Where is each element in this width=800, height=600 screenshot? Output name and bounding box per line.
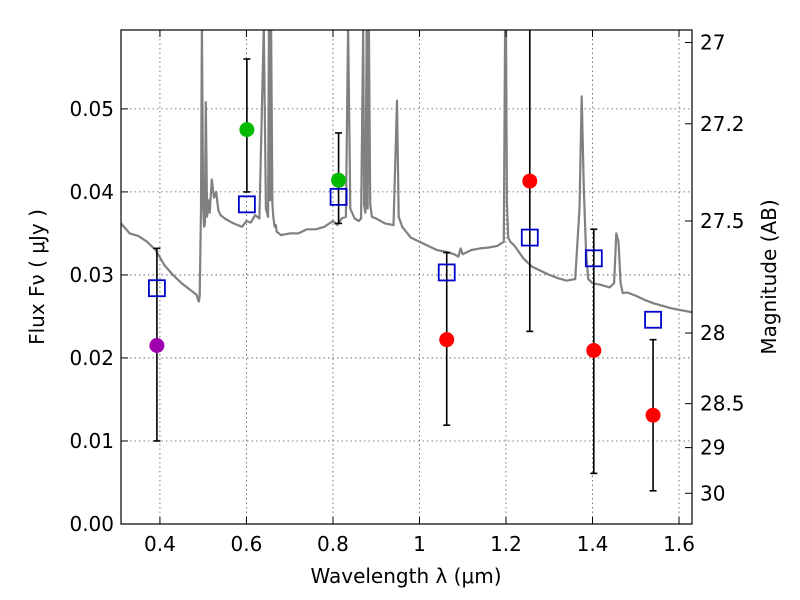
y2-tick-label: 30 bbox=[700, 481, 725, 505]
model-band-point bbox=[644, 310, 662, 329]
plot-frame bbox=[120, 29, 693, 525]
y2-axis-label: Magnitude (AB) bbox=[757, 199, 781, 354]
y-tick-label: 0.05 bbox=[69, 97, 114, 121]
x-tick-label: 1.2 bbox=[490, 532, 522, 556]
observed-point bbox=[149, 337, 165, 353]
x-tick-label: 1.6 bbox=[663, 532, 695, 556]
y-axis-label: Flux Fν ( μJy ) bbox=[25, 209, 49, 345]
y-tick-label: 0.00 bbox=[69, 512, 114, 536]
model-band-point bbox=[148, 279, 166, 298]
y2-tick-label: 29 bbox=[700, 436, 725, 460]
model-band-point bbox=[437, 263, 456, 282]
x-tick-label: 1 bbox=[413, 532, 426, 556]
model-band-point bbox=[237, 195, 256, 214]
spectrum-line bbox=[121, 30, 692, 314]
x-axis-ticks: 0.4 0.6 0.8 1 1.2 1.4 1.6 bbox=[144, 30, 695, 556]
model-band-point bbox=[329, 187, 348, 206]
y-tick-label: 0.04 bbox=[69, 180, 114, 204]
x-tick-label: 0.8 bbox=[317, 532, 349, 556]
y2-tick-label: 28.5 bbox=[700, 392, 745, 416]
model-spectrum bbox=[121, 30, 692, 314]
y-tick-label: 0.03 bbox=[69, 263, 114, 287]
y2-tick-label: 28 bbox=[700, 321, 725, 345]
observed-point bbox=[331, 172, 347, 188]
y-axis-ticks: 0.00 0.01 0.02 0.03 0.04 0.05 bbox=[69, 97, 128, 536]
y-tick-label: 0.02 bbox=[69, 346, 114, 370]
x-tick-label: 0.4 bbox=[144, 532, 176, 556]
observed-point bbox=[522, 173, 538, 189]
model-band-point bbox=[520, 228, 539, 247]
x-axis-label: Wavelength λ (μm) bbox=[310, 564, 501, 588]
x-tick-label: 1.4 bbox=[577, 532, 609, 556]
model-band-fluxes bbox=[148, 187, 662, 329]
y2-tick-label: 27.2 bbox=[700, 112, 745, 136]
observed-point bbox=[645, 407, 661, 423]
y2-axis-ticks: 27 27.2 27.5 28 28.5 29 30 bbox=[685, 30, 745, 505]
observed-point bbox=[439, 332, 455, 348]
x-tick-label: 0.6 bbox=[231, 532, 263, 556]
observed-point bbox=[586, 342, 602, 358]
observed-fluxes bbox=[149, 122, 661, 423]
model-band-point bbox=[584, 249, 603, 268]
plot-background bbox=[121, 30, 692, 524]
observed-point bbox=[239, 122, 255, 138]
y2-tick-label: 27 bbox=[700, 30, 725, 54]
y-tick-label: 0.01 bbox=[69, 429, 114, 453]
y2-tick-label: 27.5 bbox=[700, 209, 745, 233]
